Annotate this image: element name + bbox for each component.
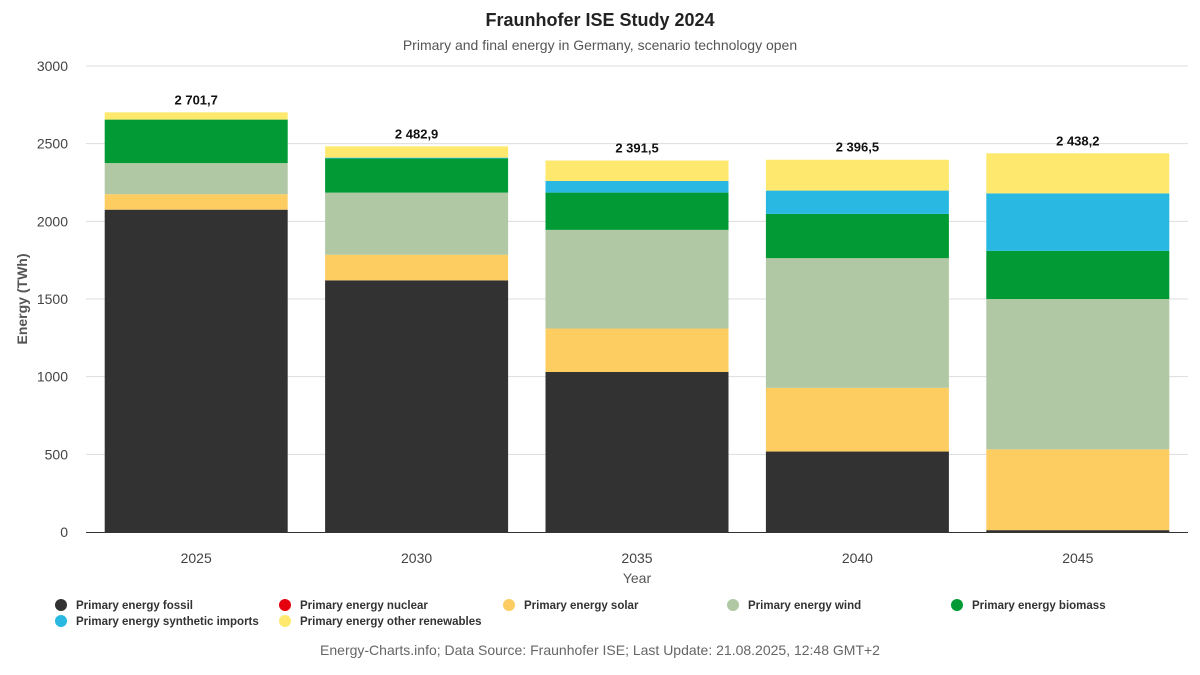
bar-segment-primary-energy-wind-2030[interactable] xyxy=(325,192,509,255)
y-tick-label: 1500 xyxy=(37,291,68,307)
total-labels: 2 701,7 2 482,9 2 391,5 2 396,5 2 438,2 xyxy=(175,92,1100,155)
bar-segment-primary-energy-solar-2035[interactable] xyxy=(545,328,729,373)
legend-marker xyxy=(727,599,739,611)
bar-segment-primary-energy-synthetic-imports-2045[interactable] xyxy=(986,193,1170,251)
bar-segment-primary-energy-solar-2040[interactable] xyxy=(765,387,949,452)
bar-segment-primary-energy-fossil-2025[interactable] xyxy=(104,209,288,532)
bar-segment-primary-energy-fossil-2030[interactable] xyxy=(325,280,509,532)
bar-segment-primary-energy-solar-2045[interactable] xyxy=(986,449,1170,531)
y-tick-label: 2500 xyxy=(37,136,68,152)
total-label: 2 438,2 xyxy=(1056,133,1099,148)
x-tick-label: 2025 xyxy=(181,550,212,566)
bar-segment-primary-energy-other-renewables-2025[interactable] xyxy=(104,112,288,120)
bar-segment-primary-energy-biomass-2040[interactable] xyxy=(765,213,949,259)
bar-segment-primary-energy-biomass-2030[interactable] xyxy=(325,158,509,193)
bar-segment-primary-energy-biomass-2045[interactable] xyxy=(986,250,1170,299)
x-tick-label: 2030 xyxy=(401,550,432,566)
x-tick-label: 2045 xyxy=(1062,550,1093,566)
bar-segment-primary-energy-synthetic-imports-2040[interactable] xyxy=(765,190,949,214)
bars xyxy=(104,112,1170,532)
legend-item[interactable]: Primary energy other renewables xyxy=(279,615,482,628)
x-tick-label: 2035 xyxy=(621,550,652,566)
x-tick-label: 2040 xyxy=(842,550,873,566)
chart-subtitle: Primary and final energy in Germany, sce… xyxy=(403,37,797,53)
bar-segment-primary-energy-solar-2030[interactable] xyxy=(325,254,509,281)
legend-marker xyxy=(279,615,291,627)
legend-label: Primary energy biomass xyxy=(972,600,1106,612)
bar-segment-primary-energy-solar-2025[interactable] xyxy=(104,194,288,210)
bar-segment-primary-energy-biomass-2025[interactable] xyxy=(104,119,288,164)
legend-label: Primary energy synthetic imports xyxy=(76,616,259,628)
source-footer: Energy-Charts.info; Data Source: Fraunho… xyxy=(320,642,880,658)
legend: Primary energy fossil Primary energy nucl… xyxy=(55,599,1106,628)
legend-item[interactable]: Primary energy synthetic imports xyxy=(55,615,259,628)
legend-item[interactable]: Primary energy wind xyxy=(727,599,861,612)
total-label: 2 482,9 xyxy=(395,126,438,141)
y-axis-label: Energy (TWh) xyxy=(14,254,30,345)
bar-segment-primary-energy-wind-2045[interactable] xyxy=(986,299,1170,450)
y-axis-ticks: 0 500 1000 1500 2000 2500 3000 xyxy=(37,58,68,540)
legend-label: Primary energy other renewables xyxy=(300,616,482,628)
bar-segment-primary-energy-wind-2040[interactable] xyxy=(765,258,949,388)
legend-item[interactable]: Primary energy nuclear xyxy=(279,599,428,612)
bar-segment-primary-energy-other-renewables-2045[interactable] xyxy=(986,153,1170,194)
bar-segment-primary-energy-wind-2025[interactable] xyxy=(104,163,288,195)
legend-marker xyxy=(951,599,963,611)
legend-item[interactable]: Primary energy biomass xyxy=(951,599,1106,612)
x-axis-label: Year xyxy=(623,570,652,586)
y-tick-label: 0 xyxy=(60,524,68,540)
legend-marker xyxy=(279,599,291,611)
total-label: 2 391,5 xyxy=(615,141,658,156)
bar-segment-primary-energy-synthetic-imports-2035[interactable] xyxy=(545,180,729,193)
bar-segment-primary-energy-other-renewables-2040[interactable] xyxy=(765,159,949,191)
legend-marker xyxy=(503,599,515,611)
legend-item[interactable]: Primary energy solar xyxy=(503,599,639,612)
y-tick-label: 1000 xyxy=(37,369,68,385)
bar-segment-primary-energy-biomass-2035[interactable] xyxy=(545,192,729,230)
bar-segment-primary-energy-other-renewables-2030[interactable] xyxy=(325,146,509,158)
legend-item[interactable]: Primary energy fossil xyxy=(55,599,193,612)
chart-title: Fraunhofer ISE Study 2024 xyxy=(485,10,714,30)
bar-segment-primary-energy-fossil-2045[interactable] xyxy=(986,530,1170,532)
bar-segment-primary-energy-fossil-2040[interactable] xyxy=(765,451,949,532)
legend-label: Primary energy wind xyxy=(748,600,861,612)
bar-segment-primary-energy-wind-2035[interactable] xyxy=(545,229,729,329)
total-label: 2 396,5 xyxy=(836,140,879,155)
y-tick-label: 2000 xyxy=(37,213,68,229)
bar-segment-primary-energy-other-renewables-2035[interactable] xyxy=(545,160,729,181)
y-tick-label: 3000 xyxy=(37,58,68,74)
legend-label: Primary energy solar xyxy=(524,600,639,612)
total-label: 2 701,7 xyxy=(175,92,218,107)
bar-segment-primary-energy-fossil-2035[interactable] xyxy=(545,372,729,532)
legend-marker xyxy=(55,615,67,627)
legend-label: Primary energy nuclear xyxy=(300,600,428,612)
y-tick-label: 500 xyxy=(45,446,69,462)
legend-label: Primary energy fossil xyxy=(76,600,193,612)
x-axis-ticks: 2025 2030 2035 2040 2045 xyxy=(181,550,1094,566)
bar-segment-primary-energy-synthetic-imports-2030[interactable] xyxy=(325,157,509,159)
legend-marker xyxy=(55,599,67,611)
